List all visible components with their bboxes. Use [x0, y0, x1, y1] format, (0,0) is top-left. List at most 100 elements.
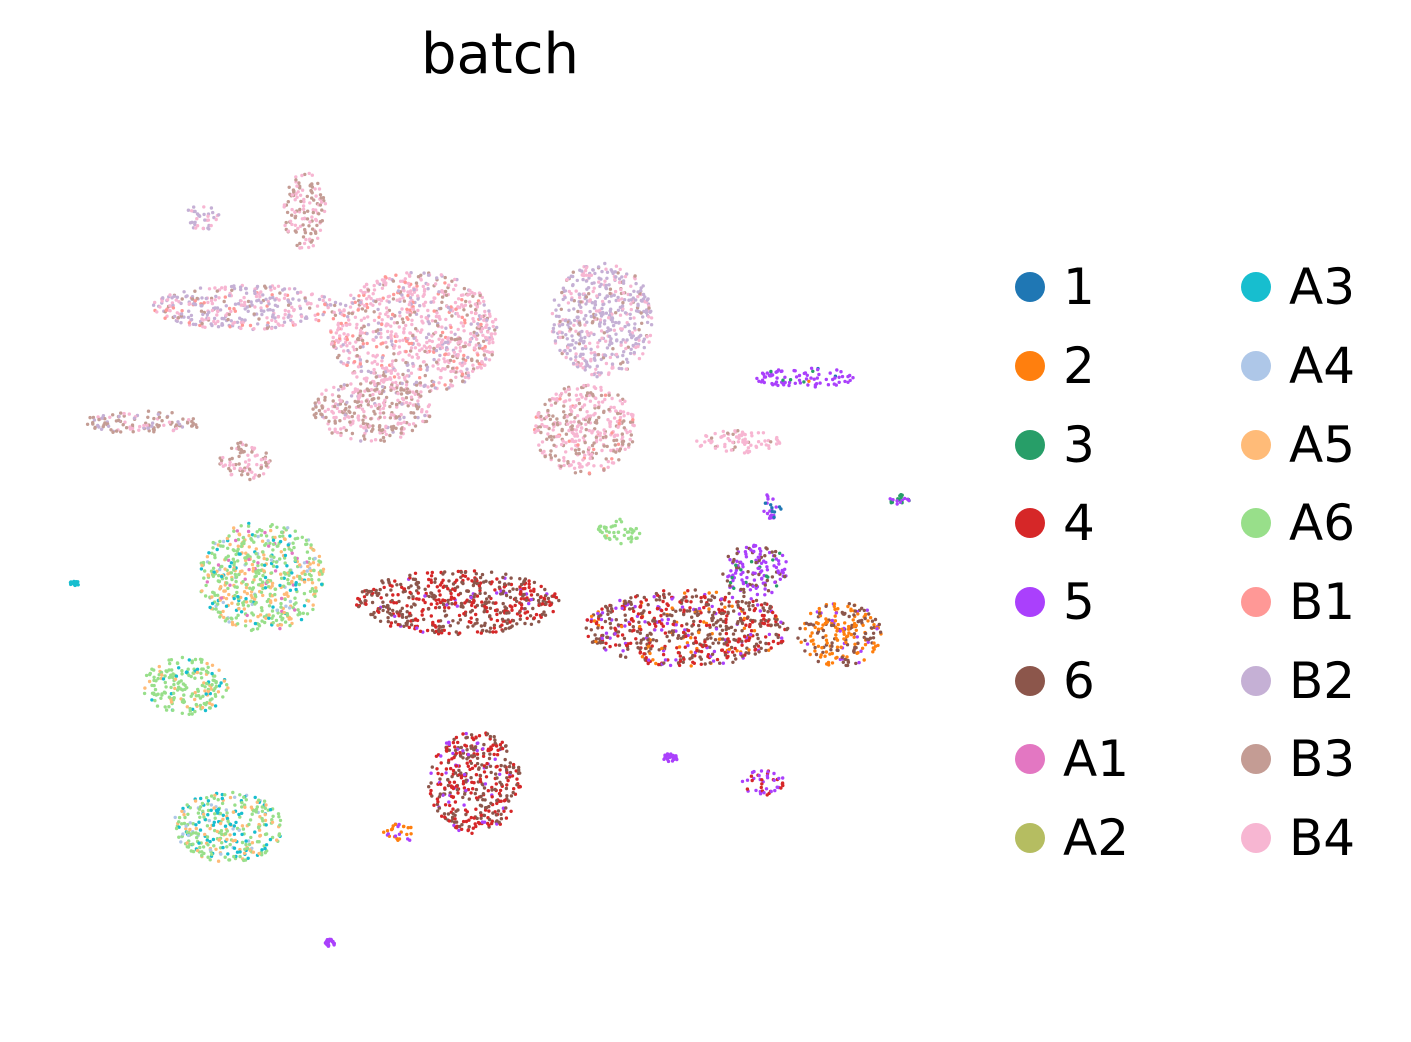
scatter-point [298, 563, 302, 567]
scatter-point [596, 265, 601, 269]
scatter-point [222, 589, 226, 593]
scatter-point [609, 307, 613, 311]
scatter-point [397, 345, 402, 349]
scatter-point [349, 437, 353, 441]
scatter-point [232, 320, 237, 325]
scatter-point [251, 627, 255, 632]
scatter-point [103, 417, 107, 421]
scatter-point [181, 417, 185, 421]
scatter-point [145, 423, 149, 428]
scatter-point [354, 340, 358, 344]
scatter-point [347, 356, 351, 361]
scatter-point [168, 661, 172, 666]
scatter-point [275, 565, 279, 569]
scatter-point [469, 310, 474, 315]
scatter-point [249, 590, 254, 594]
scatter-point [611, 323, 616, 328]
scatter-point [305, 316, 309, 320]
scatter-point [238, 850, 242, 854]
scatter-point [364, 309, 368, 313]
scatter-point [182, 290, 186, 294]
scatter-point [540, 451, 545, 455]
scatter-point [213, 555, 217, 560]
scatter-point [246, 604, 250, 608]
scatter-point [260, 529, 264, 533]
scatter-point [475, 305, 479, 309]
scatter-point [283, 620, 288, 624]
scatter-point [414, 383, 419, 387]
scatter-point [557, 314, 561, 319]
scatter-point [294, 178, 298, 182]
scatter-point [685, 609, 689, 613]
scatter-point [396, 421, 401, 425]
scatter-point [362, 324, 366, 329]
scatter-point [240, 805, 244, 809]
scatter-point [257, 555, 261, 559]
scatter-point [440, 346, 445, 350]
scatter-point [429, 574, 434, 578]
scatter-point [391, 359, 395, 363]
scatter-point [728, 438, 732, 443]
scatter-point [320, 406, 325, 410]
scatter-point [488, 606, 493, 610]
scatter-point [402, 327, 406, 331]
scatter-point [663, 631, 668, 635]
scatter-point [263, 530, 267, 535]
scatter-point [660, 622, 664, 626]
scatter-point [195, 212, 200, 216]
scatter-point [500, 617, 505, 621]
scatter-point [232, 560, 237, 564]
scatter-point [549, 456, 553, 460]
scatter-point [713, 446, 718, 450]
scatter-point [583, 434, 587, 438]
scatter-point [649, 309, 653, 313]
scatter-point [447, 352, 451, 356]
scatter-point [201, 560, 206, 565]
scatter-point [585, 393, 589, 398]
scatter-point [359, 369, 364, 373]
scatter-point [727, 626, 731, 630]
scatter-point [264, 464, 268, 468]
scatter-point [138, 424, 142, 429]
scatter-point [415, 626, 419, 630]
scatter-point [412, 602, 416, 606]
scatter-point [206, 574, 211, 578]
scatter-point [590, 640, 595, 644]
scatter-point [616, 393, 620, 397]
scatter-point [364, 399, 369, 403]
scatter-point [366, 351, 370, 355]
scatter-point [228, 795, 233, 800]
scatter-point [409, 349, 413, 353]
scatter-point [445, 346, 449, 350]
scatter-point [146, 415, 150, 419]
scatter-point [409, 605, 414, 609]
scatter-point [194, 226, 198, 230]
scatter-point [502, 582, 507, 587]
scatter-point [277, 833, 281, 838]
scatter-point [578, 407, 583, 412]
scatter-point [485, 609, 489, 614]
scatter-point [210, 601, 215, 606]
scatter-point [408, 401, 412, 406]
scatter-point [614, 519, 618, 524]
scatter-point [613, 270, 617, 274]
scatter-point [363, 304, 367, 308]
scatter-point [436, 619, 441, 623]
scatter-point [592, 332, 596, 337]
scatter-point [780, 636, 784, 640]
scatter-point [617, 449, 622, 453]
scatter-point [262, 309, 266, 313]
scatter-point [549, 602, 553, 607]
scatter-point [418, 629, 423, 633]
scatter-point [592, 306, 597, 310]
scatter-point [412, 310, 417, 314]
scatter-point [611, 347, 615, 351]
scatter-point [747, 648, 751, 652]
scatter-point [219, 681, 223, 685]
scatter-point [285, 591, 289, 595]
scatter-point [444, 326, 448, 330]
scatter-point [197, 820, 201, 824]
scatter-point [427, 338, 432, 343]
scatter-point [277, 298, 281, 302]
scatter-point [199, 309, 204, 313]
